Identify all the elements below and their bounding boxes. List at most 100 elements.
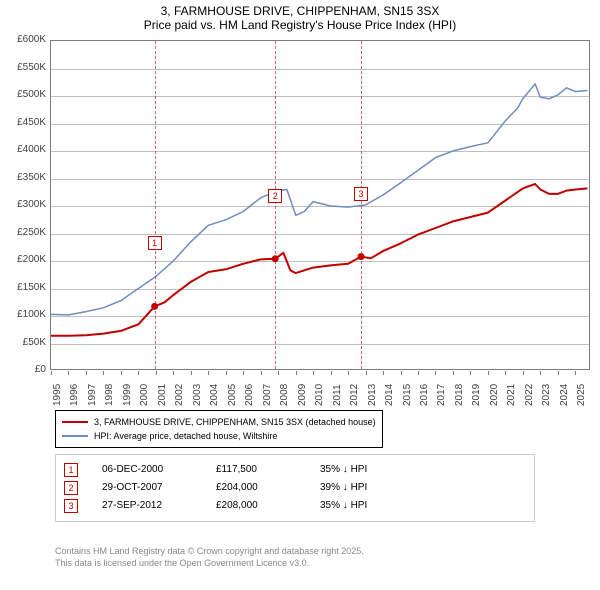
x-tick-label: 2017 xyxy=(436,376,447,406)
x-tick xyxy=(226,371,227,375)
x-tick-label: 2006 xyxy=(244,376,255,406)
legend-swatch xyxy=(62,421,88,423)
x-tick xyxy=(261,371,262,375)
x-tick xyxy=(243,371,244,375)
sale-date: 06-DEC-2000 xyxy=(102,461,192,479)
x-tick-label: 2020 xyxy=(489,376,500,406)
x-tick xyxy=(313,371,314,375)
x-tick-label: 2023 xyxy=(541,376,552,406)
x-tick xyxy=(558,371,559,375)
sales-table-row: 3 27-SEP-2012 £208,000 35% ↓ HPI xyxy=(64,497,526,515)
legend-label: HPI: Average price, detached house, Wilt… xyxy=(94,429,277,443)
sale-marker-vline xyxy=(361,41,362,369)
x-tick-label: 2003 xyxy=(192,376,203,406)
sale-marker-box: 3 xyxy=(354,187,368,201)
x-tick-label: 2012 xyxy=(349,376,360,406)
x-tick xyxy=(121,371,122,375)
x-tick-label: 2001 xyxy=(157,376,168,406)
y-tick-label: £550K xyxy=(6,62,46,73)
title-line-1: 3, FARMHOUSE DRIVE, CHIPPENHAM, SN15 3SX xyxy=(0,4,600,18)
x-tick-label: 1998 xyxy=(104,376,115,406)
x-tick-label: 2008 xyxy=(279,376,290,406)
sales-table-row: 2 29-OCT-2007 £204,000 39% ↓ HPI xyxy=(64,479,526,497)
x-tick-label: 2007 xyxy=(262,376,273,406)
attribution-line-2: This data is licensed under the Open Gov… xyxy=(55,557,364,569)
y-tick-label: £450K xyxy=(6,117,46,128)
x-tick xyxy=(296,371,297,375)
sales-table-marker: 1 xyxy=(64,463,78,477)
x-tick-label: 2013 xyxy=(367,376,378,406)
attribution-line-1: Contains HM Land Registry data © Crown c… xyxy=(55,545,364,557)
sale-date: 29-OCT-2007 xyxy=(102,479,192,497)
x-tick xyxy=(51,371,52,375)
x-tick xyxy=(523,371,524,375)
x-tick xyxy=(383,371,384,375)
x-tick-label: 2025 xyxy=(576,376,587,406)
sales-table-row: 1 06-DEC-2000 £117,500 35% ↓ HPI xyxy=(64,461,526,479)
y-tick-label: £150K xyxy=(6,282,46,293)
x-tick-label: 2000 xyxy=(139,376,150,406)
x-tick-label: 2005 xyxy=(227,376,238,406)
x-tick-label: 2002 xyxy=(174,376,185,406)
x-tick xyxy=(505,371,506,375)
sale-marker-box: 2 xyxy=(268,189,282,203)
sale-price: £117,500 xyxy=(216,461,296,479)
x-tick xyxy=(331,371,332,375)
y-tick-label: £200K xyxy=(6,254,46,265)
title-line-2: Price paid vs. HM Land Registry's House … xyxy=(0,18,600,32)
x-tick xyxy=(86,371,87,375)
x-tick-label: 2018 xyxy=(454,376,465,406)
attribution-text: Contains HM Land Registry data © Crown c… xyxy=(55,545,364,569)
x-tick xyxy=(366,371,367,375)
sale-price: £204,000 xyxy=(216,479,296,497)
x-tick xyxy=(435,371,436,375)
legend-label: 3, FARMHOUSE DRIVE, CHIPPENHAM, SN15 3SX… xyxy=(94,415,376,429)
x-tick xyxy=(453,371,454,375)
x-tick xyxy=(68,371,69,375)
chart-svg xyxy=(51,41,591,371)
sale-date: 27-SEP-2012 xyxy=(102,497,192,515)
x-tick xyxy=(470,371,471,375)
x-tick-label: 2024 xyxy=(559,376,570,406)
x-tick xyxy=(401,371,402,375)
x-tick xyxy=(191,371,192,375)
x-tick-label: 2010 xyxy=(314,376,325,406)
x-tick-label: 2015 xyxy=(402,376,413,406)
sale-delta: 35% ↓ HPI xyxy=(320,497,367,515)
sale-price: £208,000 xyxy=(216,497,296,515)
y-tick-label: £400K xyxy=(6,144,46,155)
x-tick xyxy=(278,371,279,375)
legend-swatch xyxy=(62,435,88,437)
x-tick-label: 1997 xyxy=(87,376,98,406)
legend-item: HPI: Average price, detached house, Wilt… xyxy=(62,429,376,443)
sales-table-marker: 2 xyxy=(64,481,78,495)
x-tick xyxy=(540,371,541,375)
x-tick xyxy=(575,371,576,375)
sale-delta: 39% ↓ HPI xyxy=(320,479,367,497)
x-tick xyxy=(348,371,349,375)
x-tick-label: 2009 xyxy=(297,376,308,406)
x-tick xyxy=(103,371,104,375)
x-tick xyxy=(488,371,489,375)
y-tick-label: £350K xyxy=(6,172,46,183)
legend: 3, FARMHOUSE DRIVE, CHIPPENHAM, SN15 3SX… xyxy=(55,410,383,448)
sale-marker-vline xyxy=(155,41,156,369)
chart-plot-area: 123 xyxy=(50,40,590,370)
x-tick-label: 2004 xyxy=(209,376,220,406)
y-tick-label: £0 xyxy=(6,364,46,375)
sales-table-marker: 3 xyxy=(64,499,78,513)
x-tick xyxy=(173,371,174,375)
sale-delta: 35% ↓ HPI xyxy=(320,461,367,479)
x-tick-label: 2014 xyxy=(384,376,395,406)
y-tick-label: £500K xyxy=(6,89,46,100)
x-tick-label: 2011 xyxy=(332,376,343,406)
y-tick-label: £50K xyxy=(6,337,46,348)
x-tick-label: 1996 xyxy=(69,376,80,406)
x-tick-label: 1999 xyxy=(122,376,133,406)
x-tick-label: 2016 xyxy=(419,376,430,406)
legend-item: 3, FARMHOUSE DRIVE, CHIPPENHAM, SN15 3SX… xyxy=(62,415,376,429)
x-tick-label: 2021 xyxy=(506,376,517,406)
sale-marker-vline xyxy=(275,41,276,369)
x-tick xyxy=(418,371,419,375)
sales-table: 1 06-DEC-2000 £117,500 35% ↓ HPI 2 29-OCT-200… xyxy=(55,454,535,522)
